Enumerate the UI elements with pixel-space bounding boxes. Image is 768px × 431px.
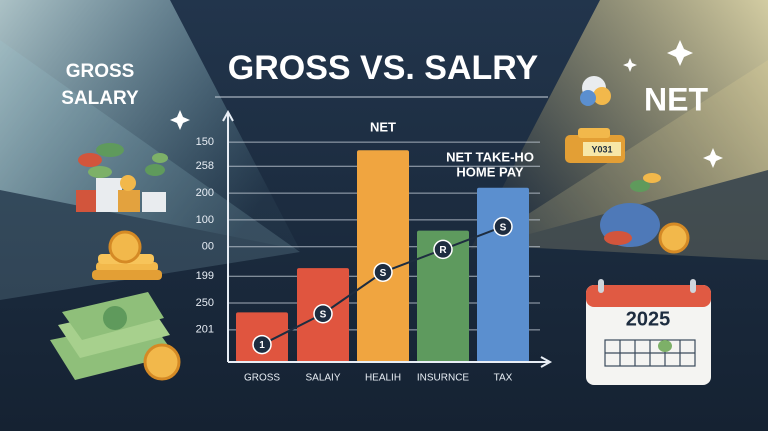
y-tick-label: 00 [202,241,214,253]
x-tick-label: TAX [494,373,513,384]
point-label: S [380,268,387,279]
light-ray [470,0,768,250]
annotation: 2025 [626,308,671,330]
plants-illustration [76,143,168,212]
annotation: GROSS [66,61,135,82]
y-tick-label: 199 [196,270,214,282]
bar [417,230,469,362]
point-label: 1 [259,340,265,351]
y-tick-label: 200 [196,187,214,199]
bar [477,187,529,362]
y-tick-label: 250 [196,297,214,309]
y-tick-label: 100 [196,214,214,226]
point-label: S [500,222,507,233]
coins-illustration [92,230,162,280]
trend-point [493,216,513,237]
sparkle [170,110,190,130]
x-tick-label: HEALIH [365,373,401,384]
annotation: NET [370,119,396,134]
trend-point [313,303,333,324]
plot-area: 201 250 199 00 100 200 258 150 GROSS SALAIY HEALIH… [196,109,553,384]
sparkle [703,148,723,168]
point-label: S [320,309,327,320]
trend-point [433,239,453,260]
y-axis-arrow [222,109,234,122]
annotation: Y031 [591,144,612,154]
annotation: NET TAKE-HO [446,149,534,164]
annotation: SALARY [61,88,139,109]
chart-title: GROSS VS. SALRY [228,49,539,87]
trend-point [252,334,272,355]
sparkle [623,58,637,72]
y-tick-label: 258 [196,160,214,172]
calendar-illustration [586,279,711,385]
x-tick-label: GROSS [244,373,280,384]
x-tick-label: SALAIY [305,373,340,384]
sparkle [667,40,693,66]
light-ray [0,0,300,250]
x-axis-arrow [540,356,553,368]
y-tick-label: 201 [196,324,214,336]
annotation: HOME PAY [456,164,524,179]
trend-point [373,262,393,282]
x-tick-label: INSURNCE [417,373,470,384]
annotation: NET [644,81,708,117]
y-tick-label: 150 [196,136,214,148]
plant-pot-illustration [600,173,690,254]
wallet-illustration [565,128,625,163]
piggy-illustration [580,76,611,106]
point-label: R [439,245,447,256]
cash-illustration [50,292,181,381]
bar [357,150,409,362]
